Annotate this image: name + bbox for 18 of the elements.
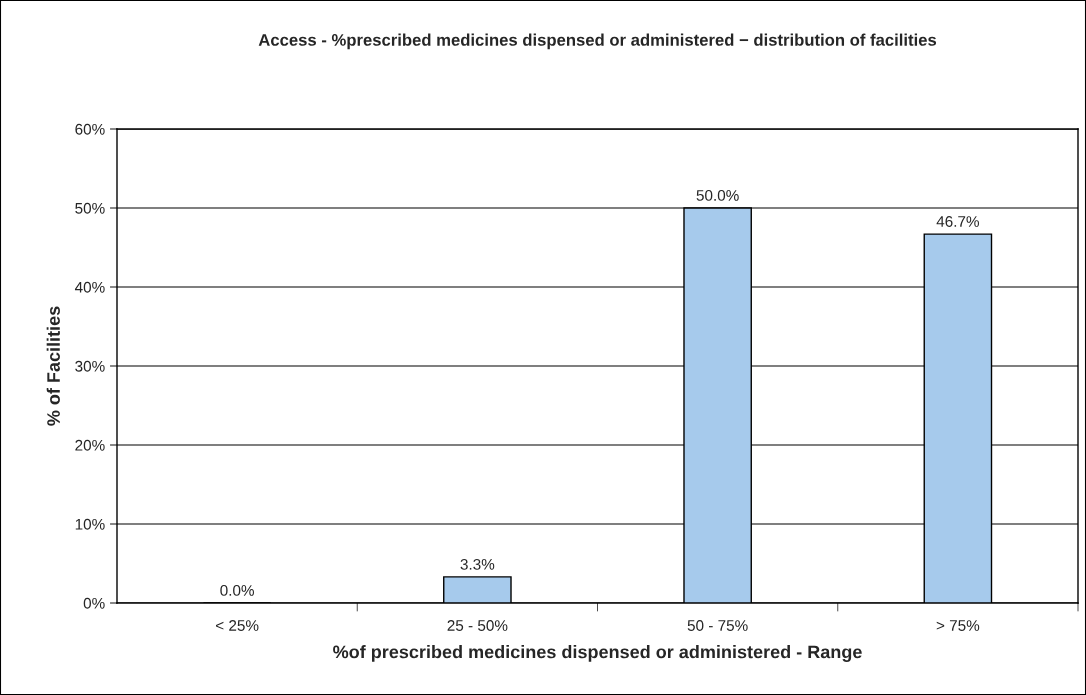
- x-tick-label: 50 - 75%: [687, 620, 748, 631]
- y-tick-label: 10%: [75, 518, 105, 530]
- x-tick-label: 25 - 50%: [447, 620, 508, 631]
- y-tick-label: 60%: [75, 123, 105, 135]
- x-axis-title: %of prescribed medicines dispensed or administered - Range: [333, 645, 862, 662]
- x-tick-label: > 75%: [936, 620, 980, 631]
- data-label: 3.3%: [460, 558, 495, 570]
- x-tick-label: < 25%: [216, 620, 259, 631]
- data-label: 0.0%: [220, 584, 254, 596]
- y-tick-label: 40%: [74, 281, 105, 293]
- y-axis-title: % of Facilities: [46, 306, 60, 426]
- chart-title: Access - %prescribed medicines dispensed or administered − distribution of facilities: [258, 33, 937, 50]
- y-tick-label: 0%: [83, 597, 105, 609]
- data-label: 46.7%: [936, 216, 979, 227]
- y-tick-label: 20%: [75, 439, 105, 451]
- y-tick-label: 50%: [75, 202, 105, 214]
- data-label: 50.0%: [696, 190, 739, 201]
- y-tick-label: 30%: [75, 360, 105, 372]
